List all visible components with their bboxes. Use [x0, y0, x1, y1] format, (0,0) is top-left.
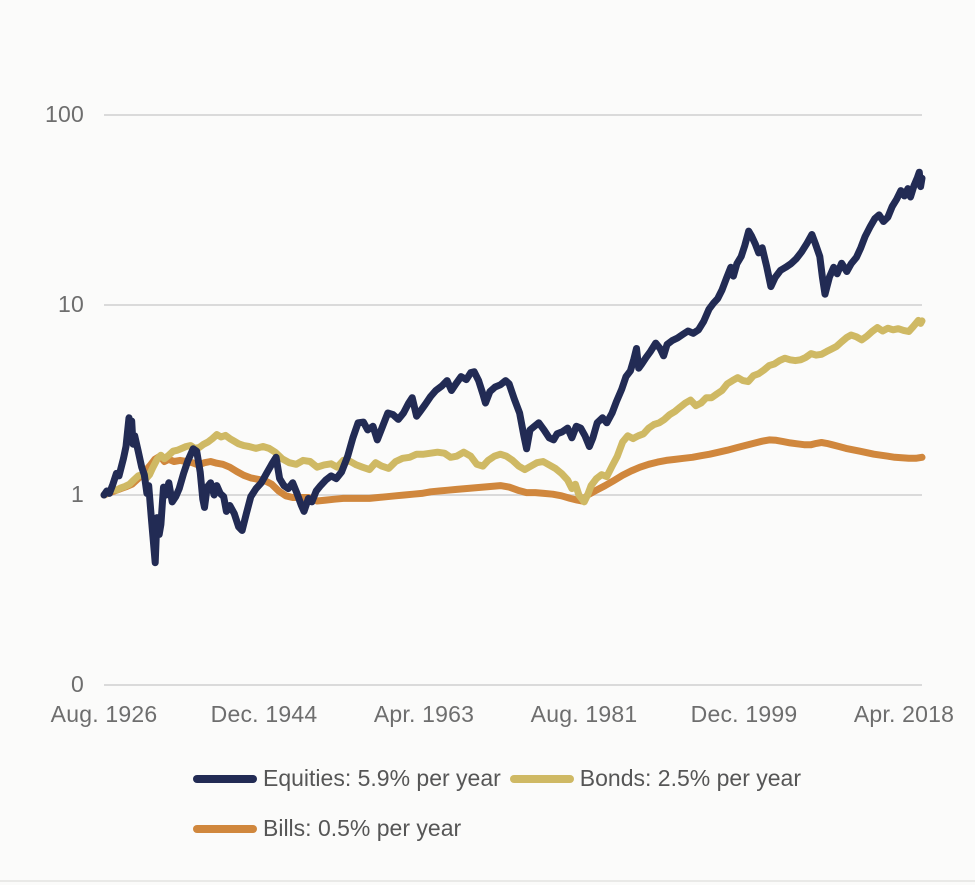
x-tick-label-2: Dec. 1944	[210, 701, 318, 727]
x-tick-label-1: Aug. 1926	[50, 701, 158, 727]
legend-item-bonds: Bonds: 2.5% per year	[509, 765, 801, 792]
bills-line-swatch	[193, 824, 257, 833]
series-line-equities	[100, 168, 926, 567]
legend-row-2: Bills: 0.5% per year	[193, 815, 810, 842]
y-tick-label-100: 100	[45, 100, 84, 127]
x-tick-label-5: Dec. 1999	[690, 701, 798, 727]
legend-item-equities: Equities: 5.9% per year	[193, 765, 501, 792]
equities-line-swatch	[193, 774, 257, 783]
bonds-line-swatch	[509, 774, 574, 783]
y-tick-label-0: 0	[71, 670, 84, 697]
y-tick-label-10: 10	[58, 290, 84, 317]
x-tick-label-6: Apr. 2018	[853, 701, 955, 727]
legend-label-bonds: Bonds: 2.5% per year	[579, 765, 801, 791]
x-tick-label-4: Aug. 1981	[530, 701, 638, 727]
legend: Equities: 5.9% per year Bonds: 2.5% per …	[193, 765, 810, 865]
series-line-bonds	[100, 316, 926, 506]
bottom-divider	[0, 880, 975, 882]
legend-item-bills: Bills: 0.5% per year	[193, 815, 461, 842]
x-tick-label-3: Apr. 1963	[373, 701, 475, 727]
y-tick-label-1: 1	[71, 480, 84, 507]
series-line-bills	[100, 436, 926, 505]
legend-label-bills: Bills: 0.5% per year	[263, 815, 462, 841]
legend-row-1: Equities: 5.9% per year Bonds: 2.5% per …	[193, 765, 810, 792]
legend-label-equities: Equities: 5.9% per year	[263, 765, 501, 791]
